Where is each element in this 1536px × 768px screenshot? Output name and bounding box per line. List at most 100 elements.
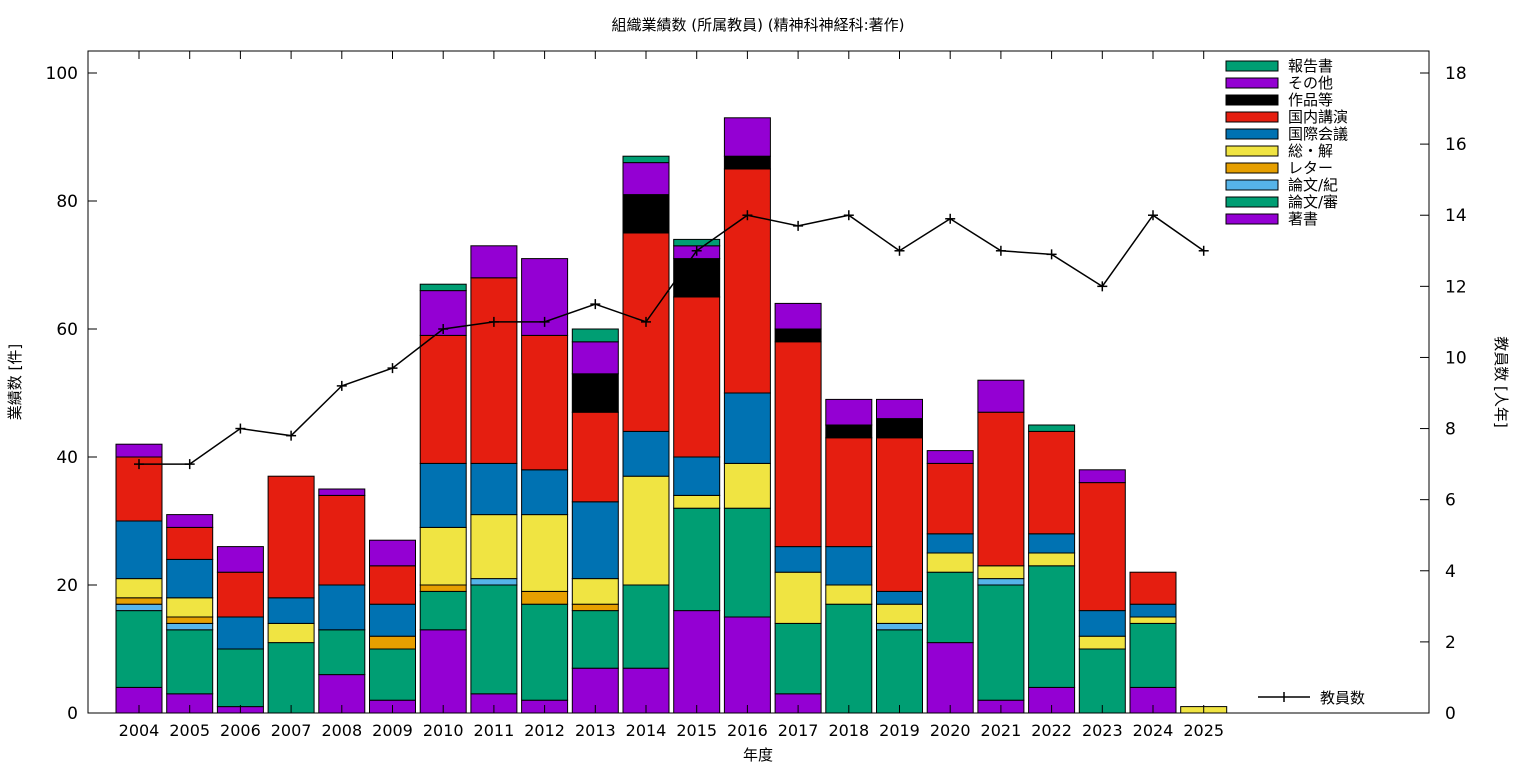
bar-segment: [216, 616, 264, 650]
bar-segment: [876, 622, 923, 631]
bar-segment: [774, 341, 822, 548]
bar-segment: [1129, 603, 1177, 618]
faculty-point: [336, 380, 347, 391]
faculty-point: [843, 210, 854, 221]
bar-segment: [876, 437, 923, 592]
faculty-point: [1097, 281, 1108, 292]
legend-swatch: [1225, 179, 1279, 191]
bar-segment: [571, 411, 619, 503]
faculty-point: [793, 220, 804, 231]
bar-segment: [115, 520, 163, 580]
bar-segment: [470, 584, 518, 695]
y-tick-label: 60: [56, 320, 78, 340]
bar-segment: [470, 245, 518, 279]
x-tick-label: 2016: [727, 721, 768, 740]
legend-item: 論文/紀: [1225, 176, 1338, 194]
x-tick-label: 2012: [524, 721, 565, 740]
faculty-point: [945, 213, 956, 224]
bar-segment: [723, 507, 771, 618]
faculty-point: [894, 245, 905, 256]
legend-item: 総・解: [1225, 142, 1333, 160]
bar-segment: [318, 629, 366, 676]
bar-segment: [369, 603, 416, 637]
y-tick-label: 100: [46, 64, 78, 84]
x-tick-label: 2022: [1031, 721, 1072, 740]
bar-segment: [825, 546, 873, 586]
bar-segment: [419, 584, 467, 592]
x-tick-label: 2019: [879, 721, 920, 740]
bar-segment: [166, 597, 214, 618]
bar-segment: [977, 411, 1025, 567]
bar-segment: [419, 590, 467, 631]
x-tick-label: 2007: [271, 721, 312, 740]
y2-tick-label: 2: [1445, 633, 1456, 653]
x-tick-label: 2013: [575, 721, 616, 740]
bar-segment: [1129, 616, 1177, 624]
bar-segment: [216, 648, 264, 708]
faculty-point: [134, 459, 144, 470]
x-tick-label: 2006: [220, 721, 261, 740]
bar-segment: [723, 117, 771, 157]
bar-segment: [1028, 552, 1076, 567]
bar-segment: [1028, 565, 1076, 688]
x-tick-label: 2025: [1183, 721, 1224, 740]
legend-label: 報告書: [1288, 57, 1333, 75]
bar-segment: [419, 334, 467, 464]
y-tick-label: 80: [56, 192, 78, 212]
x-tick-label: 2024: [1133, 721, 1174, 740]
bar-segment: [470, 462, 518, 516]
x-axis-label: 年度: [743, 746, 773, 764]
bar-segment: [1129, 622, 1177, 688]
x-tick-label: 2021: [981, 721, 1022, 740]
faculty-point: [995, 245, 1006, 256]
bar-segment: [267, 622, 315, 644]
bar-segment: [977, 584, 1025, 701]
bar-segment: [774, 622, 822, 695]
bar-segment: [622, 155, 670, 164]
bar-segment: [876, 603, 923, 624]
bar-segment: [876, 590, 923, 605]
legend-line: 教員数: [1258, 689, 1365, 707]
bar-segment: [521, 334, 569, 471]
faculty-point: [539, 316, 550, 327]
y2-tick-label: 6: [1445, 491, 1456, 511]
bar-segment: [571, 328, 619, 343]
bar-segment: [622, 232, 670, 432]
faculty-point: [1148, 210, 1158, 221]
bar-segment: [926, 462, 974, 535]
bar-segment: [521, 603, 569, 701]
bar-segment: [419, 283, 467, 292]
bar-segment: [1078, 469, 1126, 484]
x-tick-label: 2008: [321, 721, 362, 740]
bar-segment: [926, 571, 974, 644]
y-axis-label: 業績数 [件]: [6, 344, 24, 420]
bar-segment: [419, 462, 467, 528]
faculty-point: [184, 459, 195, 470]
bar-segment: [825, 584, 873, 605]
legend-swatch: [1225, 77, 1279, 89]
bar-segment: [166, 629, 214, 695]
legend-swatch: [1225, 213, 1279, 225]
y2-ticks: 0 2 4 6 8 10 12 14 16 18: [1420, 64, 1467, 724]
bar-segment: [318, 584, 366, 631]
y-tick-label: 0: [67, 704, 78, 724]
y2-tick-label: 0: [1445, 704, 1456, 724]
faculty-point: [691, 245, 702, 256]
bar-segment: [774, 571, 822, 624]
bar-segment: [470, 578, 518, 586]
bar-segment: [571, 603, 619, 612]
bar-segment: [774, 302, 822, 330]
bar-segment: [673, 507, 721, 612]
bar-segment: [825, 437, 873, 548]
bar-segment: [521, 514, 569, 592]
legend-item: 論文/審: [1225, 193, 1338, 211]
bar-segment: [876, 418, 923, 439]
bar-segment: [622, 430, 670, 477]
faculty-point: [641, 316, 651, 327]
x-tick-label: 2015: [676, 721, 717, 740]
faculty-line: [139, 214, 1205, 465]
legend-item: その他: [1225, 74, 1333, 92]
faculty-point: [742, 210, 753, 221]
bar-segment: [571, 501, 619, 580]
y-tick-label: 20: [56, 576, 78, 596]
